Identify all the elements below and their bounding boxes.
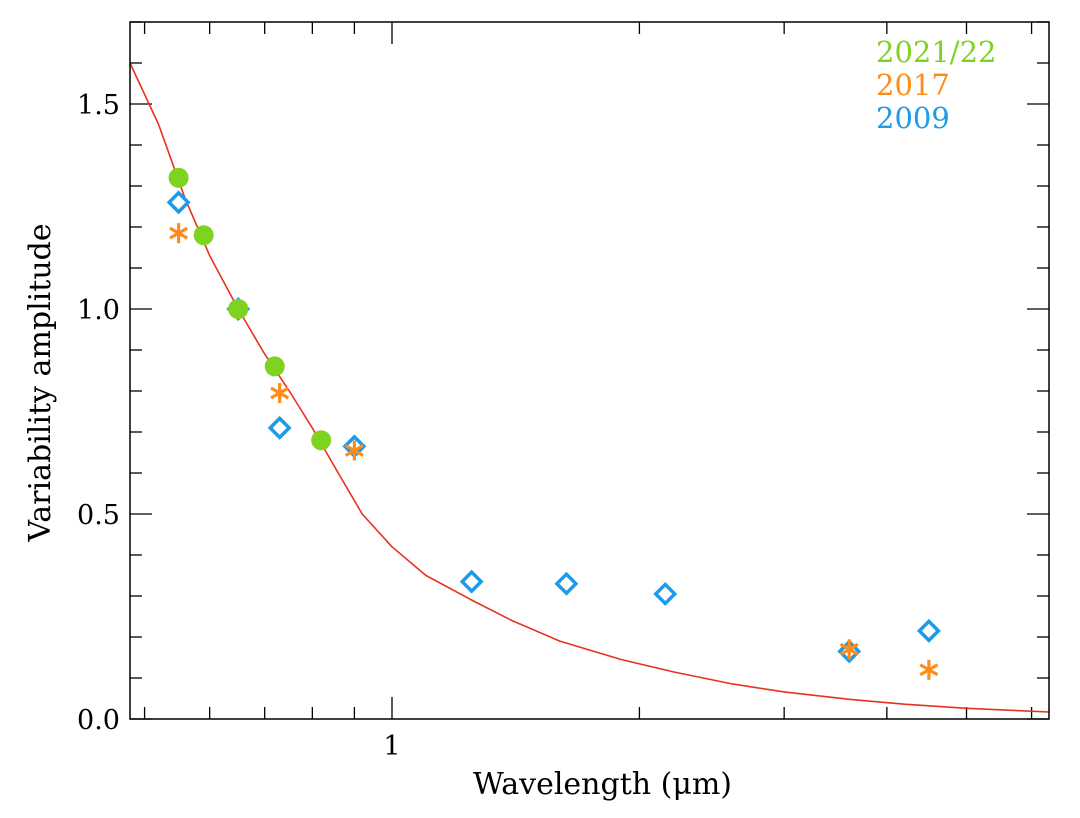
point-2009 bbox=[554, 571, 579, 596]
legend-entry-2009: 2009 bbox=[876, 101, 950, 135]
y-axis-label: Variability amplitude bbox=[23, 223, 58, 542]
y-tick-label: 0.5 bbox=[77, 500, 120, 531]
x-tick-label: 1 bbox=[383, 731, 400, 762]
model-curve bbox=[129, 62, 1050, 713]
point-2009 bbox=[166, 190, 191, 215]
point-2021-22 bbox=[311, 430, 332, 451]
asterisk-stroke bbox=[919, 663, 939, 677]
point-2017 bbox=[344, 440, 364, 461]
point-2009 bbox=[837, 639, 862, 664]
x-axis-label: Wavelength (μm) bbox=[473, 767, 732, 802]
data-points-layer bbox=[166, 167, 941, 680]
y-tick-label: 1.0 bbox=[77, 295, 120, 326]
y-tick-label: 1.5 bbox=[77, 90, 120, 121]
point-2009 bbox=[653, 581, 678, 606]
point-2021-22 bbox=[168, 167, 189, 188]
asterisk-stroke bbox=[839, 642, 859, 656]
point-2017 bbox=[270, 383, 290, 404]
tick-labels: 1 0.0 0.5 1.0 1.5 bbox=[77, 90, 401, 762]
point-2017 bbox=[919, 659, 939, 680]
point-2009 bbox=[267, 415, 292, 440]
y-tick-label: 0.0 bbox=[77, 705, 120, 736]
point-2021-22 bbox=[264, 356, 285, 377]
legend-entry-2021-22: 2021/22 bbox=[876, 35, 996, 69]
point-2009 bbox=[459, 569, 484, 594]
asterisk-stroke bbox=[344, 444, 364, 457]
plot-frame bbox=[129, 21, 1050, 720]
point-2017 bbox=[169, 223, 189, 244]
point-2017 bbox=[839, 639, 859, 660]
point-2021-22 bbox=[193, 225, 214, 246]
point-2021-22 bbox=[228, 299, 249, 319]
point-2009 bbox=[916, 618, 941, 643]
asterisk-stroke bbox=[270, 386, 290, 400]
legend-entry-2017: 2017 bbox=[876, 68, 950, 102]
model-curve-layer bbox=[129, 62, 1050, 713]
asterisk-stroke bbox=[169, 226, 189, 240]
